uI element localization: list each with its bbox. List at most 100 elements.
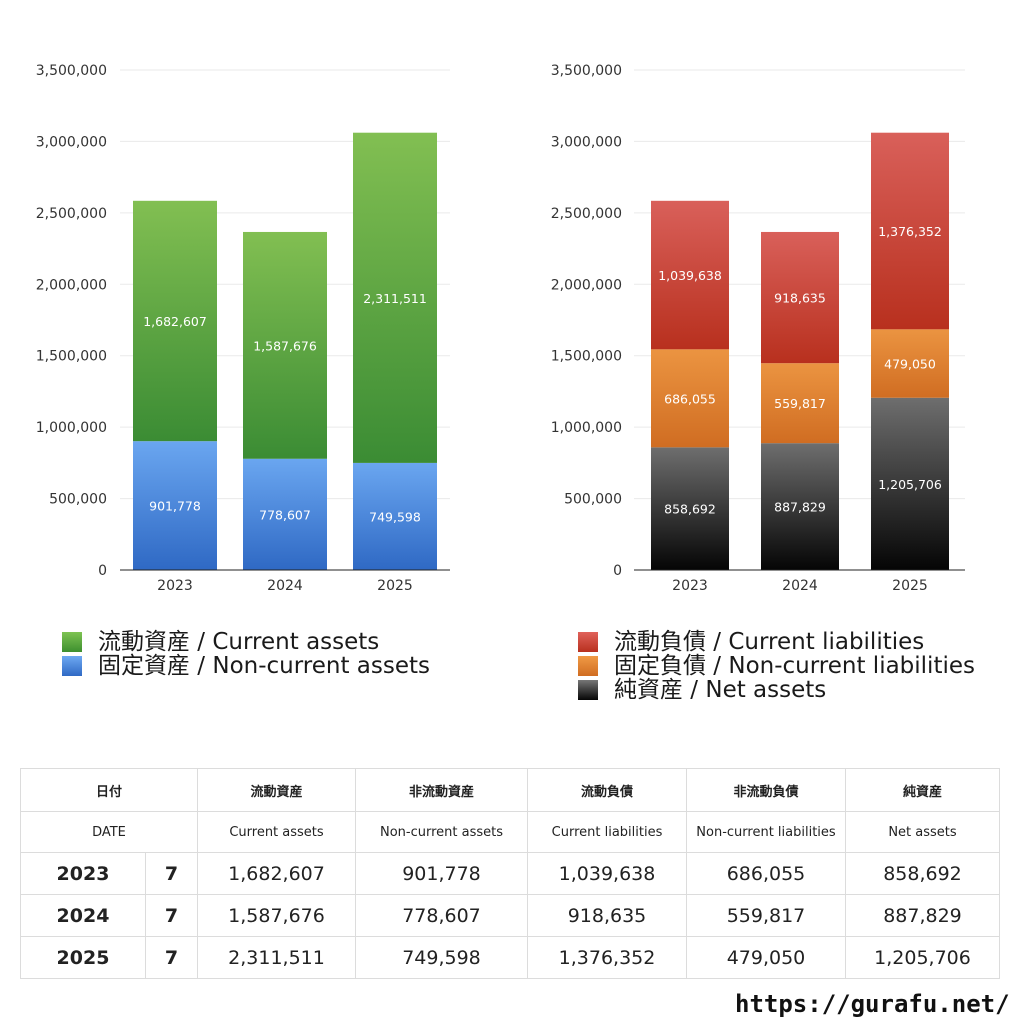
year-cell: 2024 <box>20 894 146 937</box>
month-cell: 7 <box>145 852 198 895</box>
bar-segment <box>651 200 729 350</box>
liabilities-chart: 0 500,000 1,000,000 1,500,000 2,000,000 2,500… <box>551 63 965 594</box>
legend-item-non-current-assets: 固定資産 / Non-current assets <box>62 654 430 678</box>
data-label: 778,607 <box>259 507 311 522</box>
year-cell: 2023 <box>20 852 146 895</box>
legend-swatch <box>578 656 598 676</box>
data-label: 887,829 <box>774 500 826 515</box>
bar-segment <box>761 443 839 570</box>
y-tick-label: 0 <box>98 563 107 579</box>
data-label: 559,817 <box>774 396 826 411</box>
bar-segment <box>871 397 949 570</box>
x-tick-label: 2025 <box>892 578 928 594</box>
legend-swatch <box>578 632 598 652</box>
bar-segment <box>243 231 327 459</box>
data-label: 918,635 <box>774 291 826 306</box>
header-cell: 流動負債 <box>527 768 687 812</box>
bar-segment <box>243 458 327 570</box>
table-row: 2025 7 2,311,511 749,598 1,376,352 479,0… <box>20 936 1000 979</box>
month-cell: 7 <box>145 894 198 937</box>
header-cell: 流動資産 <box>197 768 356 812</box>
bar-segment <box>871 132 949 330</box>
bar-segment <box>761 231 839 364</box>
value-cell: 778,607 <box>355 894 528 937</box>
liabilities-legend: 流動負債 / Current liabilities 固定負債 / Non-cu… <box>578 630 975 702</box>
bar-segment <box>353 462 437 570</box>
value-cell: 1,682,607 <box>197 852 356 895</box>
data-label: 1,376,352 <box>878 224 942 239</box>
legend-item-current-assets: 流動資産 / Current assets <box>62 630 430 654</box>
table-header-jp: 日付 流動資産 非流動資産 流動負債 非流動負債 純資産 <box>20 768 1000 812</box>
x-tick-label: 2024 <box>267 578 303 594</box>
header-cell: Current liabilities <box>527 811 687 853</box>
x-tick-label: 2025 <box>377 578 413 594</box>
year-cell: 2025 <box>20 936 146 979</box>
header-cell: 日付 <box>20 768 198 812</box>
value-cell: 887,829 <box>845 894 1000 937</box>
legend-swatch <box>62 632 82 652</box>
bar-segment <box>761 363 839 444</box>
value-cell: 686,055 <box>686 852 846 895</box>
legend-label: 流動資産 / Current assets <box>98 629 380 655</box>
y-tick-label: 1,000,000 <box>36 420 107 436</box>
x-tick-label: 2024 <box>782 578 818 594</box>
value-cell: 1,376,352 <box>527 936 687 979</box>
y-tick-label: 1,500,000 <box>36 349 107 365</box>
table-row: 2023 7 1,682,607 901,778 1,039,638 686,0… <box>20 852 1000 895</box>
data-label: 2,311,511 <box>363 291 427 306</box>
y-tick-label: 2,000,000 <box>36 277 107 293</box>
header-cell: 非流動負債 <box>686 768 846 812</box>
legend-swatch <box>578 680 598 700</box>
legend-label: 流動負債 / Current liabilities <box>614 629 925 655</box>
data-label: 1,682,607 <box>143 314 207 329</box>
legend-item-net-assets: 純資産 / Net assets <box>578 678 975 702</box>
bar-segment <box>133 200 217 442</box>
data-label: 858,692 <box>664 502 716 517</box>
y-tick-label: 0 <box>613 563 622 579</box>
header-cell: Current assets <box>197 811 356 853</box>
table-header-en: DATE Current assets Non-current assets C… <box>20 811 1000 853</box>
header-cell: Net assets <box>845 811 1000 853</box>
legend-item-non-current-liabilities: 固定負債 / Non-current liabilities <box>578 654 975 678</box>
data-table: 日付 流動資産 非流動資産 流動負債 非流動負債 純資産 DATE Curren… <box>20 768 1000 979</box>
x-tick-label: 2023 <box>672 578 708 594</box>
bar-segment <box>353 132 437 463</box>
value-cell: 858,692 <box>845 852 1000 895</box>
data-label: 479,050 <box>884 357 936 372</box>
y-tick-label: 1,500,000 <box>551 349 622 365</box>
header-cell: DATE <box>20 811 198 853</box>
value-cell: 1,205,706 <box>845 936 1000 979</box>
y-tick-label: 1,000,000 <box>551 420 622 436</box>
bar-segment <box>871 329 949 398</box>
value-cell: 901,778 <box>355 852 528 895</box>
site-url[interactable]: https://gurafu.net/ <box>735 990 1010 1018</box>
y-tick-label: 3,500,000 <box>36 63 107 79</box>
assets-chart: 0 500,000 1,000,000 1,500,000 2,000,000 2,500… <box>36 63 450 594</box>
data-label: 749,598 <box>369 509 421 524</box>
y-tick-label: 3,000,000 <box>36 134 107 150</box>
bar-segment <box>651 349 729 448</box>
x-tick-label: 2023 <box>157 578 193 594</box>
header-cell: 純資産 <box>845 768 1000 812</box>
value-cell: 1,587,676 <box>197 894 356 937</box>
header-cell: Non-current assets <box>355 811 528 853</box>
y-tick-label: 2,500,000 <box>36 206 107 222</box>
assets-legend: 流動資産 / Current assets 固定資産 / Non-current… <box>62 630 430 678</box>
value-cell: 2,311,511 <box>197 936 356 979</box>
legend-label: 純資産 / Net assets <box>614 677 827 703</box>
data-label: 1,587,676 <box>253 338 317 353</box>
data-label: 686,055 <box>664 391 716 406</box>
table-row: 2024 7 1,587,676 778,607 918,635 559,817… <box>20 894 1000 937</box>
month-cell: 7 <box>145 936 198 979</box>
header-cell: 非流動資産 <box>355 768 528 812</box>
y-tick-label: 2,000,000 <box>551 277 622 293</box>
legend-item-current-liabilities: 流動負債 / Current liabilities <box>578 630 975 654</box>
data-label: 901,778 <box>149 499 201 514</box>
value-cell: 479,050 <box>686 936 846 979</box>
y-tick-label: 500,000 <box>564 492 622 508</box>
legend-label: 固定負債 / Non-current liabilities <box>614 653 975 679</box>
y-tick-label: 2,500,000 <box>551 206 622 222</box>
data-label: 1,039,638 <box>658 268 722 283</box>
data-label: 1,205,706 <box>878 477 942 492</box>
y-tick-label: 500,000 <box>49 492 107 508</box>
